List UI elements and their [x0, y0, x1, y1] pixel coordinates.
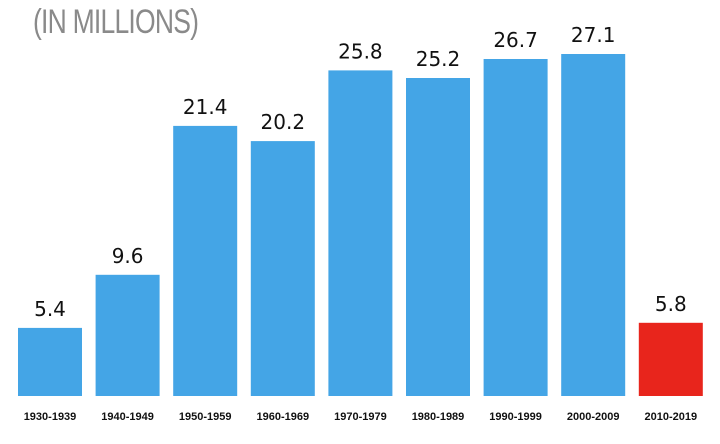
bar-2010-2019 — [638, 322, 703, 396]
bar-1950-1959 — [173, 125, 238, 397]
bar-value-label: 26.7 — [493, 28, 538, 52]
bar-1980-1989 — [406, 78, 470, 396]
bar-value-label: 25.8 — [338, 39, 383, 63]
x-tick-label: 1950-1959 — [179, 411, 232, 423]
bar-1970-1979 — [328, 70, 393, 397]
x-tick-label: 2010-2019 — [644, 411, 697, 423]
x-tick-label: 1960-1969 — [256, 411, 309, 423]
bar-2000-2009 — [561, 54, 626, 396]
bar-value-label: 5.8 — [655, 292, 687, 316]
x-tick-label: 1930-1939 — [24, 411, 77, 423]
x-tick-label: 1980-1989 — [412, 411, 465, 423]
bar-1960-1969 — [250, 141, 315, 396]
x-tick-label: 1940-1949 — [101, 411, 154, 423]
bar-1940-1949 — [95, 274, 160, 396]
x-tick-label: 1970-1979 — [334, 411, 387, 423]
bar-value-label: 25.2 — [416, 47, 461, 71]
x-tick-label: 1990-1999 — [489, 411, 542, 423]
bar-value-label: 27.1 — [571, 23, 616, 47]
bar-value-label: 21.4 — [183, 95, 228, 119]
bar-value-label: 20.2 — [261, 110, 306, 134]
bar-value-label: 9.6 — [112, 244, 144, 268]
bar-1930-1939 — [18, 327, 82, 396]
x-tick-label: 2000-2009 — [567, 411, 620, 423]
chart-subtitle: (IN MILLIONS) — [33, 3, 199, 41]
bar-1990-1999 — [483, 59, 548, 396]
bar-value-label: 5.4 — [34, 297, 66, 321]
